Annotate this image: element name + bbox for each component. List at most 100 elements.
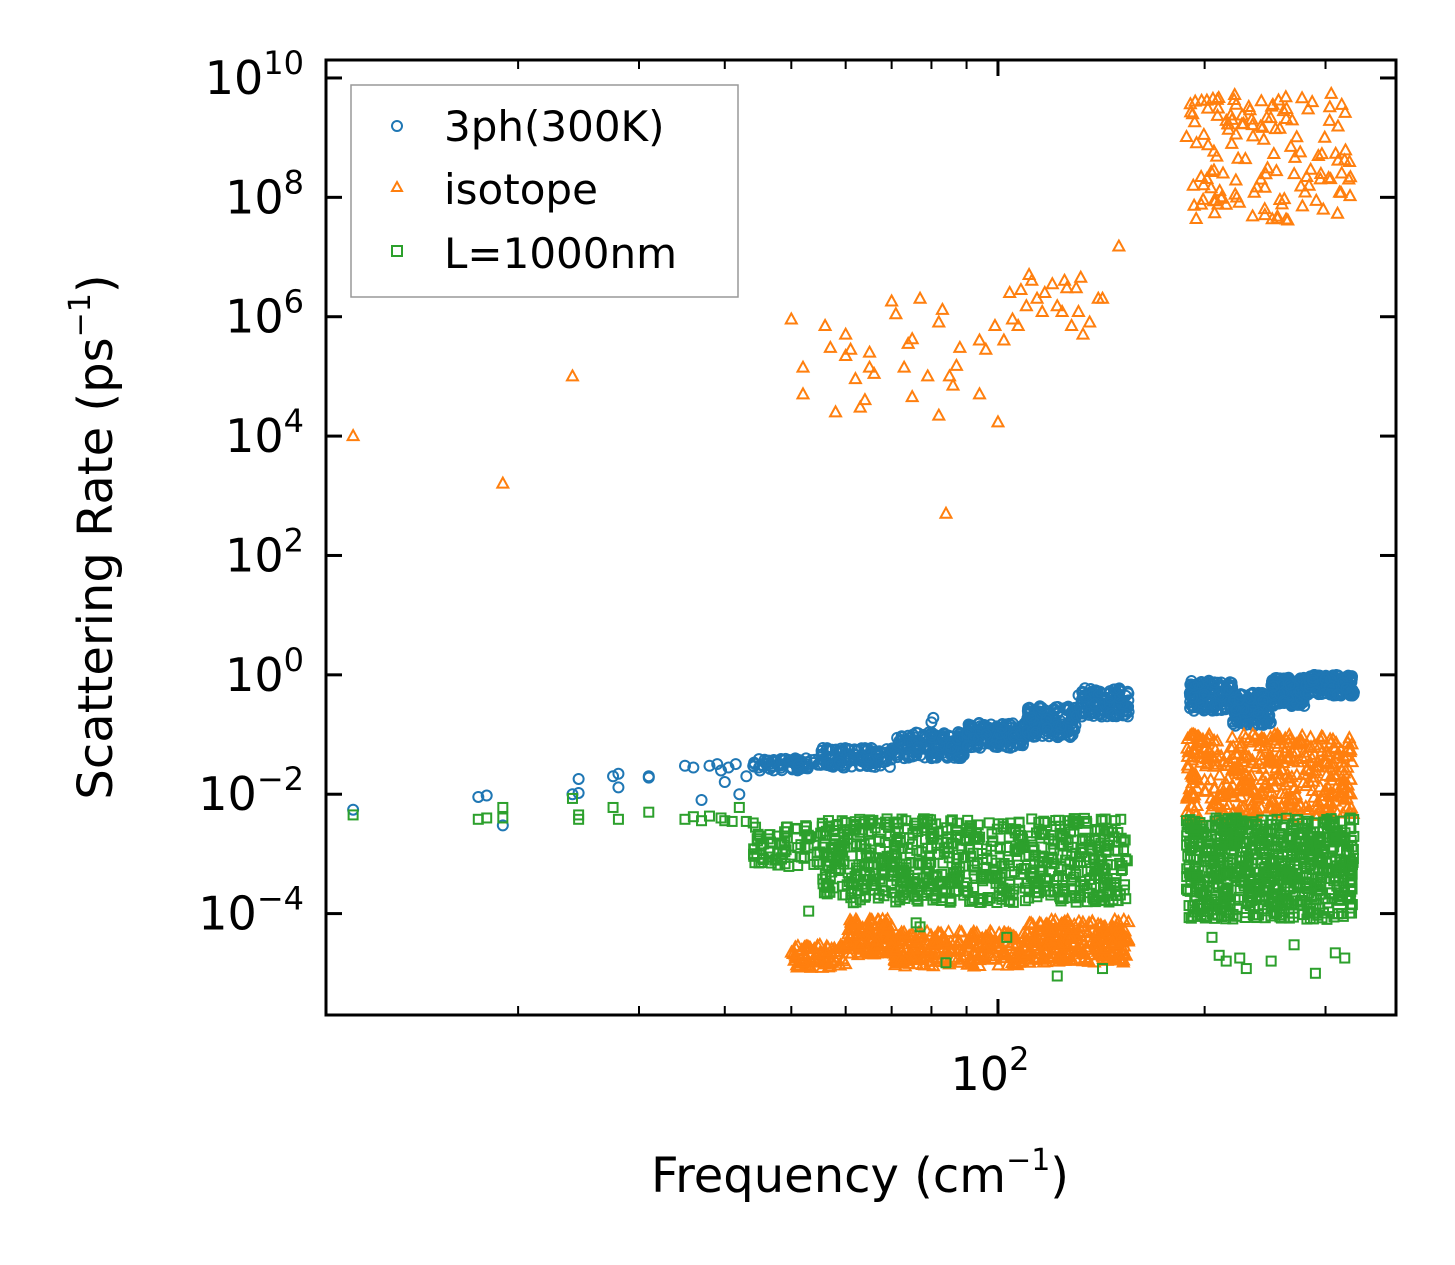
data-point-circle (945, 741, 958, 754)
data-point-triangle (827, 943, 842, 957)
data-point-triangle (855, 920, 870, 934)
data-point-circle (1105, 707, 1118, 720)
data-point-triangle (1318, 782, 1333, 796)
data-point-triangle (941, 924, 956, 938)
data-point-triangle (1091, 924, 1106, 938)
data-point-triangle (888, 942, 903, 956)
data-point-circle (918, 742, 931, 755)
data-point-triangle (1207, 205, 1222, 219)
data-point-circle (1024, 711, 1037, 724)
data-point-triangle (1219, 112, 1234, 126)
data-point-circle (988, 739, 1001, 752)
data-point-circle (1234, 689, 1247, 702)
data-point-triangle (1337, 104, 1353, 118)
data-point-triangle (1052, 937, 1067, 951)
data-point-triangle (1319, 754, 1334, 768)
data-point-triangle (1121, 914, 1136, 928)
data-point-triangle (1194, 196, 1209, 210)
legend-label-isotope: isotope (444, 165, 598, 214)
data-point-triangle (1046, 923, 1061, 937)
data-point-triangle (1294, 90, 1310, 104)
data-point-triangle (932, 953, 948, 968)
data-point-triangle (898, 952, 913, 966)
data-point-circle (1233, 693, 1246, 706)
data-point-circle (1319, 673, 1332, 686)
data-point-triangle (880, 919, 895, 933)
data-point-circle (935, 745, 948, 758)
data-point-circle (1113, 683, 1126, 696)
data-point-triangle (1188, 93, 1203, 107)
data-point-circle (1051, 701, 1064, 714)
data-point-triangle (1063, 921, 1079, 935)
data-point-circle (687, 761, 700, 774)
data-point-triangle (1311, 147, 1326, 162)
data-point-triangle (1330, 118, 1346, 132)
data-point-circle (927, 711, 940, 724)
data-point-triangle (808, 946, 824, 960)
data-point-circle (1109, 683, 1122, 696)
data-point-triangle (1289, 129, 1304, 143)
data-point-triangle (1106, 952, 1122, 966)
data-point-triangle (1332, 184, 1347, 198)
data-point-circle (1229, 704, 1242, 717)
data-point-triangle (1342, 188, 1358, 202)
data-point-triangle (1279, 110, 1294, 124)
data-point-triangle (1096, 950, 1111, 964)
data-point-triangle (1105, 946, 1121, 961)
data-point-triangle (1268, 121, 1283, 135)
data-point-triangle (1210, 107, 1225, 121)
data-point-triangle (1199, 92, 1215, 106)
data-point-triangle (873, 940, 888, 955)
data-point-triangle (997, 947, 1012, 961)
data-point-triangle (1223, 107, 1238, 121)
data-point-circle (1309, 686, 1322, 699)
data-point-triangle (1200, 137, 1216, 151)
data-point-triangle (1012, 954, 1027, 968)
data-point-triangle (1224, 135, 1239, 149)
data-point-triangle (1278, 89, 1294, 103)
data-point-triangle (1249, 179, 1265, 193)
data-point-triangle (1328, 145, 1343, 159)
data-point-circle (768, 756, 781, 769)
data-point-circle (1029, 726, 1042, 739)
data-point-triangle (1293, 178, 1309, 192)
data-point-circle (841, 757, 854, 770)
data-point-triangle (1025, 917, 1041, 931)
data-point-triangle (1322, 99, 1337, 113)
data-point-triangle (1245, 128, 1261, 142)
data-point-triangle (1341, 171, 1356, 185)
data-point-triangle (1254, 93, 1269, 107)
data-point-circle (480, 789, 493, 802)
data-point-circle (1187, 679, 1200, 692)
data-point-triangle (1196, 126, 1212, 140)
data-point-circle (902, 751, 915, 764)
data-point-circle (1315, 687, 1328, 700)
data-point-triangle (952, 934, 968, 948)
data-point-circle (1192, 677, 1205, 690)
data-point-triangle (952, 923, 967, 937)
data-point-triangle (1101, 925, 1116, 939)
data-point-triangle (1253, 118, 1268, 132)
data-point-circle (995, 722, 1008, 735)
data-point-triangle (1081, 915, 1097, 929)
y-axis-label: Scattering Rate (ps−1) (63, 274, 124, 799)
data-point-circle (1188, 681, 1201, 694)
data-point-triangle (865, 916, 880, 930)
data-point-triangle (915, 951, 931, 965)
data-point-triangle (1212, 767, 1227, 781)
data-point-circle (829, 743, 842, 756)
data-point-triangle (1244, 111, 1259, 125)
data-point-circle (1088, 697, 1101, 710)
data-point-circle (792, 759, 805, 772)
data-point-triangle (988, 948, 1003, 962)
data-point-circle (901, 738, 914, 751)
data-point-triangle (1220, 771, 1236, 785)
data-point-triangle (832, 957, 848, 971)
data-point-circle (642, 770, 655, 783)
data-point-triangle (1053, 917, 1068, 931)
data-point-triangle (1338, 142, 1353, 156)
data-point-circle (936, 732, 949, 745)
data-point-triangle (1259, 109, 1274, 123)
data-point-triangle (1342, 730, 1357, 744)
data-point-triangle (871, 912, 886, 926)
